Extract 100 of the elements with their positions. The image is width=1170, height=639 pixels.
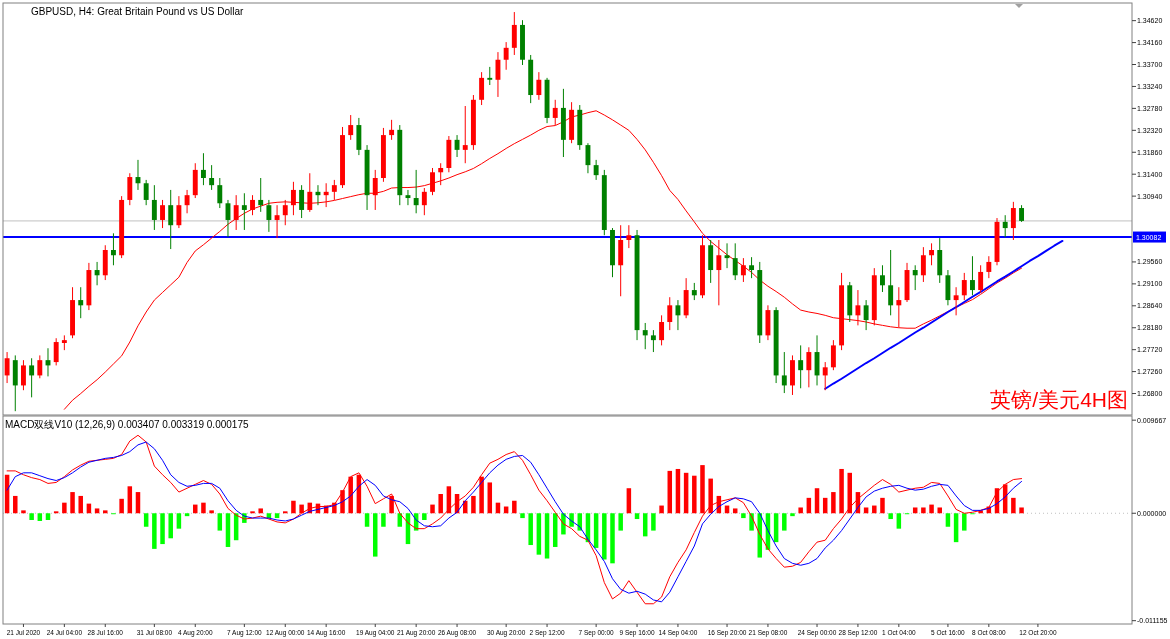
bar [839, 468, 844, 514]
candlestick [331, 179, 337, 201]
candlestick [413, 169, 419, 214]
candlestick [430, 167, 435, 196]
candlestick [372, 169, 378, 211]
bar [659, 505, 664, 514]
candlestick [389, 119, 395, 141]
bar [78, 495, 83, 514]
candlestick [168, 189, 174, 250]
candlestick [307, 172, 313, 213]
candlestick [29, 357, 35, 398]
candlestick [78, 286, 84, 319]
bar [536, 513, 542, 555]
bar [700, 465, 705, 514]
bar [209, 510, 214, 514]
candlestick [209, 164, 215, 191]
candlestick [479, 71, 485, 106]
bar [471, 495, 476, 514]
candlestick [830, 339, 836, 371]
candlestick [37, 354, 43, 379]
candlestick [21, 359, 26, 391]
candlestick [659, 314, 665, 346]
candlestick [200, 152, 206, 186]
chart-title: MACD双线V10 (12,26,9) 0.003407 0.003319 0.000175 [5, 418, 249, 430]
candlestick [290, 181, 296, 216]
candlestick [1002, 214, 1008, 238]
bar [880, 497, 885, 514]
bar [37, 513, 43, 521]
candlestick [282, 199, 288, 226]
chart-title: GBPUSD, H4: Great Britain Pound vs US Dollar [31, 5, 244, 17]
candlestick [487, 66, 493, 86]
candlestick [806, 346, 812, 388]
candlestick [716, 239, 722, 306]
candlestick [241, 192, 247, 231]
candlestick [160, 199, 165, 229]
bar [201, 502, 206, 514]
bar [381, 513, 386, 527]
candlestick [176, 195, 182, 229]
bar [193, 504, 198, 514]
candlestick [978, 264, 984, 294]
bar [651, 513, 656, 531]
candlestick [593, 159, 599, 181]
candlestick [675, 299, 681, 331]
candlestick [863, 299, 869, 331]
candlestick [912, 264, 918, 291]
bar [479, 476, 484, 514]
candlestick [740, 257, 746, 283]
bar [176, 513, 182, 529]
candlestick [642, 322, 648, 350]
bar [152, 513, 157, 549]
candlestick [1010, 201, 1016, 241]
candlestick [53, 337, 59, 366]
candlestick [266, 199, 272, 233]
candlestick [258, 177, 264, 213]
bar [790, 513, 795, 517]
bar [103, 510, 108, 514]
candlestick [511, 11, 517, 56]
candlestick [626, 224, 632, 249]
candlestick [880, 264, 885, 293]
bar [13, 495, 18, 514]
bar [119, 498, 124, 514]
candlestick [896, 286, 902, 328]
bar [258, 508, 263, 514]
bar [430, 504, 435, 514]
candlestick [585, 142, 591, 174]
candlestick [888, 249, 894, 316]
bar [160, 513, 165, 545]
bar [741, 513, 746, 519]
bar [70, 492, 75, 514]
candlestick [503, 41, 509, 71]
bar [143, 513, 149, 527]
candlestick [822, 361, 828, 391]
bar [217, 513, 223, 531]
bar [692, 475, 697, 514]
candlestick [299, 184, 305, 219]
candlestick [462, 105, 468, 164]
bar [831, 492, 836, 514]
candlestick [650, 329, 656, 353]
bar [929, 504, 934, 514]
candlestick [986, 255, 992, 279]
bar [299, 504, 304, 514]
candlestick [438, 162, 444, 186]
bar [912, 507, 918, 514]
bar [921, 507, 926, 514]
bar [438, 494, 443, 514]
candlestick [348, 114, 354, 141]
bar [389, 495, 394, 514]
bar [29, 513, 34, 520]
bar [21, 510, 26, 514]
bar [945, 513, 951, 527]
candlestick [184, 189, 190, 214]
candlestick [217, 177, 223, 209]
bar [708, 478, 713, 514]
bar [62, 502, 67, 514]
candlestick [233, 194, 239, 231]
bar [602, 513, 607, 560]
candlestick [127, 172, 133, 206]
candlestick [855, 289, 861, 326]
bar [872, 505, 877, 514]
bar [528, 513, 533, 546]
